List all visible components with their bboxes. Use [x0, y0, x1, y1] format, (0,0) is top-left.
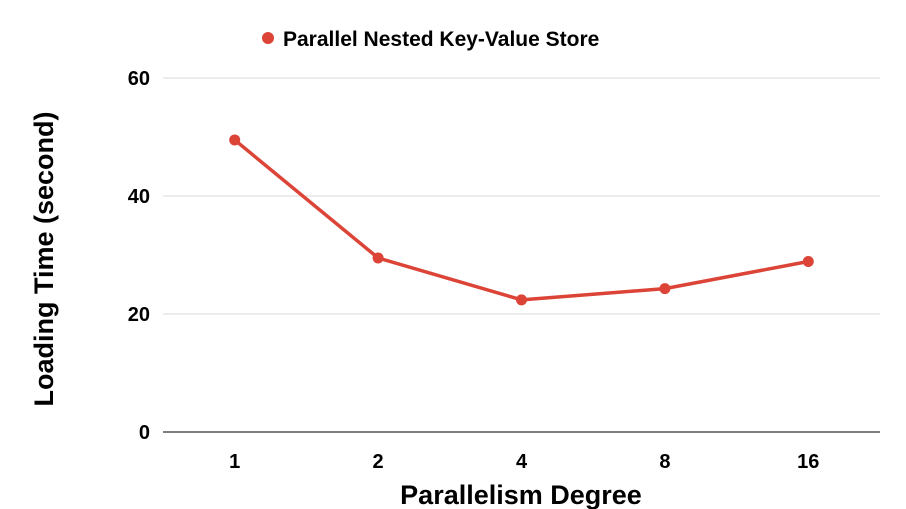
data-point — [229, 134, 241, 146]
y-tick-label: 60 — [128, 68, 150, 90]
data-point — [372, 252, 384, 264]
data-point — [516, 294, 527, 306]
x-tick-label: 2 — [373, 451, 384, 473]
series-line — [232, 138, 811, 302]
x-axis-title: Parallelism Degree — [400, 480, 642, 509]
x-tick-label: 1 — [229, 451, 240, 473]
x-tick-label: 8 — [659, 451, 670, 473]
y-tick-label: 40 — [128, 186, 150, 208]
legend-label: Parallel Nested Key-Value Store — [283, 28, 599, 51]
x-tick-label: 4 — [516, 451, 528, 473]
y-axis-title: Loading Time (second) — [29, 111, 59, 406]
legend: Parallel Nested Key-Value Store — [262, 28, 599, 51]
y-tick-label: 20 — [128, 304, 150, 326]
gridlines — [163, 77, 880, 433]
x-tick-label: 16 — [797, 451, 819, 473]
y-axis-ticks: 0 20 40 60 — [128, 68, 150, 444]
y-tick-label: 0 — [139, 422, 150, 444]
data-point — [659, 283, 671, 295]
data-point — [802, 255, 814, 267]
series-group — [229, 134, 814, 306]
x-axis-ticks: 1 2 4 8 16 — [229, 451, 819, 473]
legend-marker — [262, 32, 274, 44]
